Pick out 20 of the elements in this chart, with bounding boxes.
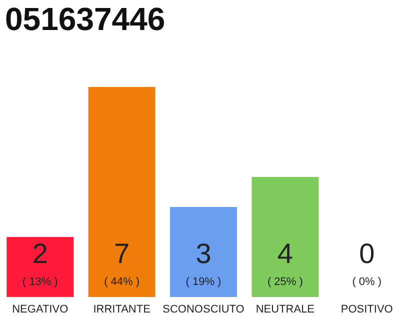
- annotation: ( 13% ): [22, 276, 58, 288]
- bar: [88, 87, 156, 297]
- x-tick-label: NEUTRALE: [256, 304, 315, 316]
- x-tick-label: IRRITANTE: [93, 304, 150, 316]
- data-label: 4: [277, 238, 293, 269]
- annotation: ( 44% ): [104, 276, 140, 288]
- chart-title: 051637446: [5, 1, 166, 37]
- x-tick-label: POSITIVO: [340, 304, 394, 316]
- x-tick-label: NEGATIVO: [12, 304, 69, 316]
- data-label: 2: [32, 238, 48, 269]
- bar: [170, 207, 237, 297]
- annotation: ( 25% ): [267, 276, 303, 288]
- x-tick-label: SCONOSCIUTO: [162, 304, 245, 316]
- data-label: 0: [359, 238, 375, 269]
- data-label: 7: [114, 238, 130, 269]
- bar: [252, 177, 319, 297]
- annotation: ( 19% ): [186, 276, 222, 288]
- bar: [6, 237, 74, 297]
- data-label: 3: [196, 238, 212, 269]
- annotation: ( 0% ): [352, 276, 382, 288]
